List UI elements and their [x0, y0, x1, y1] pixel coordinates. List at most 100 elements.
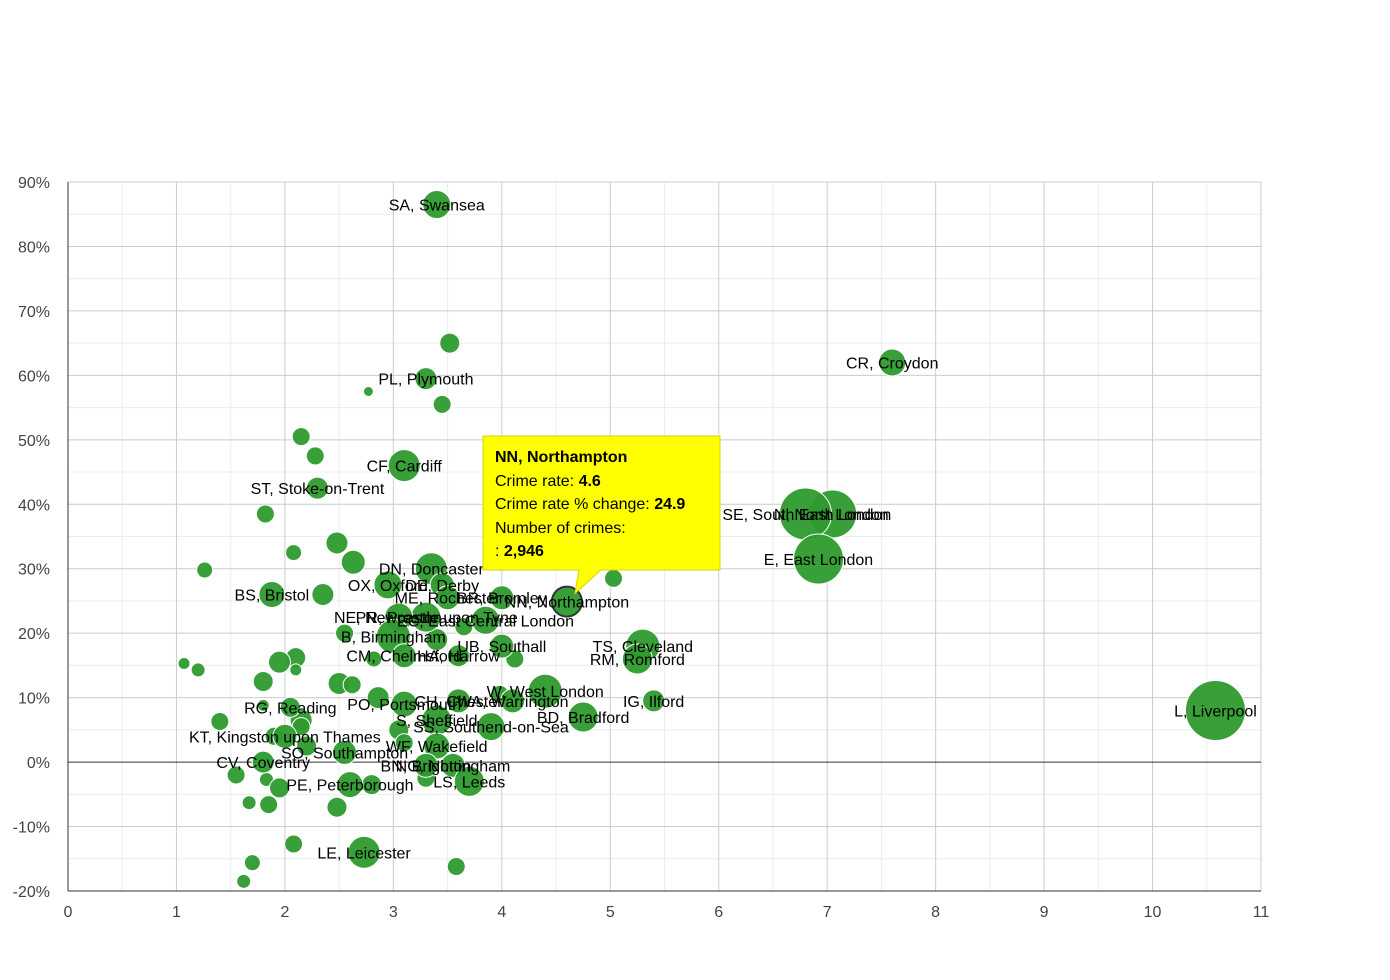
bubble-wf-wakefield[interactable] [423, 732, 451, 760]
bubble-kt-kingston-upon-thames[interactable] [272, 723, 298, 749]
bubble-label-wa-warrington: WA, Warrington [457, 694, 569, 711]
bubble-e-east-london[interactable] [793, 533, 845, 585]
bubble-unlabeled-9[interactable] [196, 561, 214, 579]
bubble-unlabeled-22[interactable] [252, 671, 274, 693]
bubble-unlabeled-27[interactable] [256, 698, 270, 712]
bubble-unlabeled-11[interactable] [311, 583, 335, 607]
bubble-bn-brighton[interactable] [413, 752, 439, 778]
bubble-unlabeled-8[interactable] [340, 549, 366, 575]
x-tick-label: 5 [606, 904, 615, 921]
bubble-ss-southend-on-sea[interactable] [476, 712, 506, 742]
bubble-so-southampton[interactable] [332, 739, 358, 765]
bubble-label-ha-harrow: HA, Harrow [417, 649, 500, 666]
tooltip-rate-value: 4.6 [579, 473, 601, 490]
bubble-unlabeled-20[interactable] [190, 662, 206, 678]
bubble-bs-bristol[interactable] [258, 581, 286, 609]
bubble-unlabeled-4[interactable] [305, 446, 325, 466]
y-tick-label: 50% [18, 433, 50, 450]
bubble-st-stoke-on-trent[interactable] [305, 476, 329, 500]
bubble-label-n-north-london: N, North London [774, 507, 891, 524]
y-tick-label: 10% [18, 691, 50, 708]
bubble-pl-plymouth[interactable] [414, 367, 438, 391]
bubble-label-cm-chelmsford: CM, Chelmsford [346, 649, 462, 666]
bubble-cv-coventry[interactable] [251, 750, 275, 774]
bubble-label-me-rochester: ME, Rochester [395, 591, 501, 608]
bubble-unlabeled-34[interactable] [394, 733, 414, 753]
bubble-sa-swansea[interactable] [422, 190, 452, 220]
bubble-unlabeled-24[interactable] [342, 675, 362, 695]
bubble-cr-croydon[interactable] [878, 348, 907, 377]
bubble-unlabeled-44[interactable] [243, 854, 261, 872]
bubble-unlabeled-0[interactable] [439, 332, 461, 354]
bubble-ec-east-central-london[interactable] [471, 605, 501, 635]
bubble-label-bs-bristol: BS, Bristol [235, 588, 310, 605]
bubble-label-bn-brighton: BN, Brighton [381, 758, 472, 775]
y-tick-label: -10% [13, 820, 50, 837]
bubble-pe-peterborough[interactable] [336, 771, 364, 799]
bubble-unlabeled-15[interactable] [365, 650, 383, 668]
bubble-label-cv-coventry: CV, Coventry [216, 755, 310, 772]
bubble-ig-ilford[interactable] [642, 689, 666, 713]
bubble-unlabeled-25[interactable] [366, 686, 390, 710]
tick-labels-layer: 0 1 2 3 4 5 6 7 8 9 10 11 -20% -10% 0% 10% 20% 30% 40% 50% 6… [13, 175, 1270, 921]
bubble-unlabeled-1[interactable] [362, 385, 374, 397]
bubble-label-ts-cleveland: TS, Cleveland [593, 639, 694, 656]
bubble-le-leicester[interactable] [347, 835, 381, 869]
bubble-unlabeled-10[interactable] [604, 568, 624, 588]
bubble-unlabeled-3[interactable] [291, 427, 311, 447]
bubble-br-bromley[interactable] [489, 585, 515, 611]
bubble-unlabeled-45[interactable] [446, 857, 466, 877]
bubble-unlabeled-12[interactable] [335, 623, 355, 643]
svg-text:: 2,946: : 2,946 [495, 543, 544, 560]
bubble-unlabeled-28[interactable] [210, 711, 230, 731]
bubble-unlabeled-21[interactable] [289, 663, 303, 677]
bubble-ls-leeds[interactable] [453, 765, 485, 797]
bubble-me-rochester[interactable] [435, 585, 461, 611]
bubble-label-wf-wakefield: WF, Wakefield [386, 739, 488, 756]
bubble-bd-bradford[interactable] [567, 701, 599, 733]
bubble-label-cf-cardiff: CF, Cardiff [367, 459, 443, 476]
bubble-ha-harrow[interactable] [446, 644, 470, 668]
x-tick-label: 6 [714, 904, 723, 921]
y-tick-label: -20% [13, 884, 50, 901]
x-tick-label: 0 [64, 904, 73, 921]
bubble-rm-romford[interactable] [621, 643, 653, 675]
x-tick-label: 11 [1253, 904, 1270, 921]
bubble-unlabeled-2[interactable] [432, 394, 452, 414]
bubble-l-liverpool[interactable] [1184, 680, 1246, 742]
bubble-label-ox-oxford: OX, Oxford [348, 578, 428, 595]
bubble-unlabeled-40[interactable] [241, 795, 257, 811]
bubble-unlabeled-37[interactable] [268, 777, 290, 799]
bubble-rg-reading[interactable] [279, 696, 301, 718]
bubble-unlabeled-19[interactable] [267, 650, 291, 674]
bubble-unlabeled-14[interactable] [425, 628, 449, 652]
tooltip-change-value: 24.9 [654, 496, 685, 513]
tooltip: NN, Northampton Crime rate: 4.6 Crime ra… [482, 435, 721, 595]
bubble-unlabeled-42[interactable] [326, 796, 348, 818]
bubble-label-bd-bradford: BD, Bradford [537, 710, 629, 727]
bubble-w-west-london[interactable] [527, 673, 563, 709]
bubble-unlabeled-35[interactable] [226, 765, 246, 785]
bubble-unlabeled-17[interactable] [177, 656, 191, 670]
x-tick-label: 10 [1144, 904, 1162, 921]
bubble-unlabeled-41[interactable] [259, 795, 279, 815]
bubble-unlabeled-43[interactable] [284, 834, 304, 854]
bubble-cf-cardiff[interactable] [387, 449, 421, 483]
bubble-unlabeled-7[interactable] [285, 544, 303, 562]
x-tick-label: 8 [931, 904, 940, 921]
bubble-unlabeled-46[interactable] [236, 873, 252, 889]
bubble-ub-southall[interactable] [489, 633, 515, 659]
x-tick-label: 7 [823, 904, 832, 921]
bubble-label-ne-newcastle-upon-tyne: NE, Newcastle upon Tyne [334, 610, 518, 627]
bubble-cm-chelmsford[interactable] [391, 643, 417, 669]
bubble-wa-warrington[interactable] [500, 688, 526, 714]
bubble-ch-chester[interactable] [445, 688, 471, 714]
bubble-po-portsmouth[interactable] [390, 690, 418, 718]
bubble-unlabeled-33[interactable] [296, 735, 318, 757]
bubble-unlabeled-6[interactable] [325, 531, 349, 555]
bubble-label-ub-southall: UB, Southall [457, 639, 546, 656]
bubble-ox-oxford[interactable] [373, 570, 403, 600]
bubble-unlabeled-5[interactable] [255, 504, 275, 524]
bubble-label-s-sheffield: S, Sheffield [396, 713, 478, 730]
